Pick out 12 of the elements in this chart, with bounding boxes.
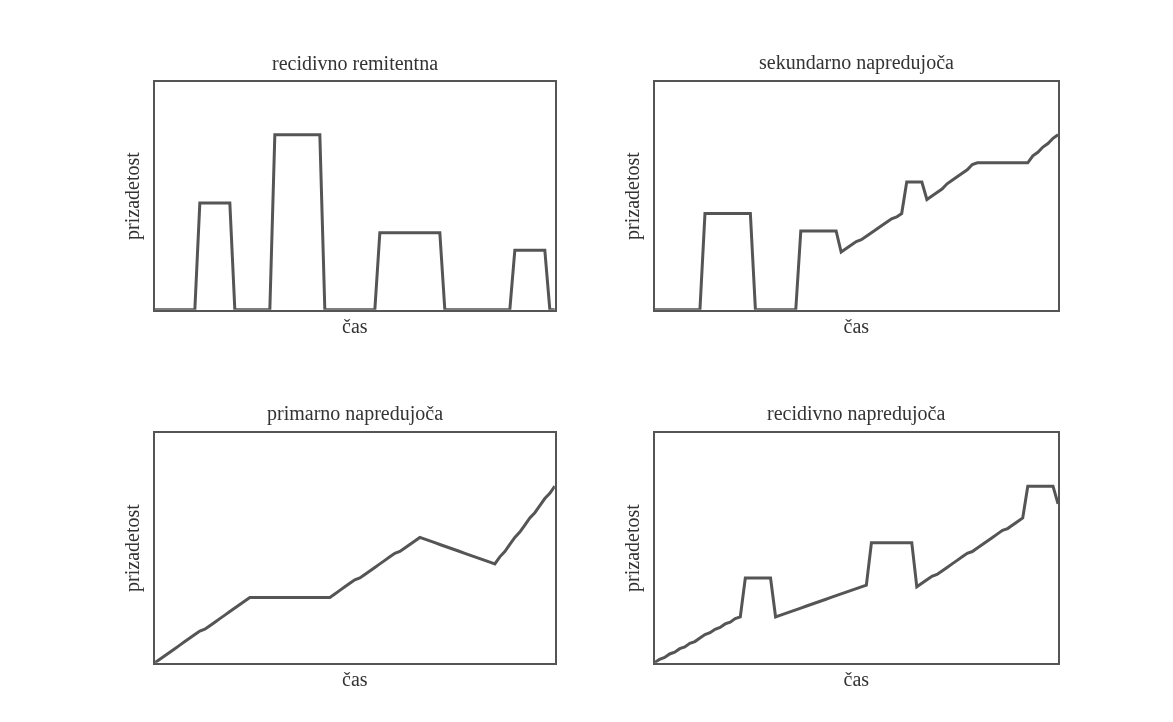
chart-title: sekundarno napredujoča (759, 51, 955, 74)
chart-title: primarno napredujoča (267, 402, 444, 425)
y-axis-title: prizadetost (120, 151, 144, 240)
chart-title: recidivno napredujoča (767, 402, 946, 425)
y-axis-title: prizadetost (620, 151, 644, 240)
x-axis-title: čas (342, 667, 368, 690)
x-axis-title: čas (342, 314, 368, 337)
x-axis-title: čas (843, 314, 870, 337)
chart-title: recidivno remitentna (272, 52, 439, 74)
x-axis-title: čas (843, 667, 870, 690)
y-axis-title: prizadetost (120, 503, 144, 592)
y-axis-title: prizadetost (620, 503, 644, 592)
